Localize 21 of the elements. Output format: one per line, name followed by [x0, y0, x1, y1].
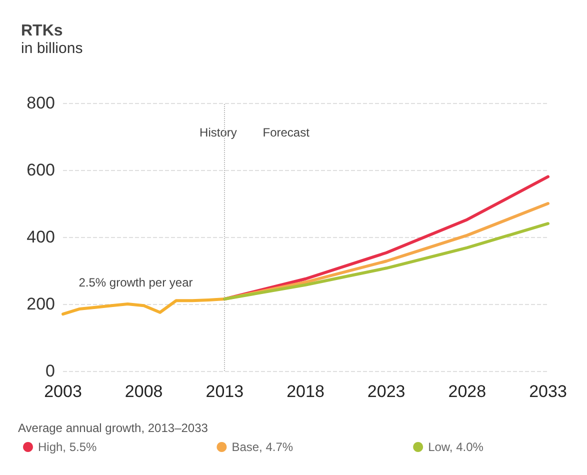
chart-title: RTKs	[21, 22, 63, 40]
x-tick-label: 2018	[286, 382, 324, 401]
x-tick-label: 2008	[124, 382, 163, 401]
y-tick-label: 600	[26, 160, 55, 180]
legend-label: High, 5.5%	[38, 440, 98, 454]
annotation: 2.5% growth per year	[78, 276, 193, 290]
legend-label: Base, 4.7%	[232, 440, 294, 454]
legend-label: Low, 4.0%	[428, 440, 484, 454]
annotation: History	[200, 125, 237, 140]
annotation: Forecast	[262, 125, 310, 140]
y-tick-label: 200	[26, 294, 55, 314]
y-tick-label: 400	[26, 228, 55, 246]
x-tick-label: 2003	[44, 382, 82, 401]
y-tick-label: 0	[46, 362, 55, 380]
legend-title: Average annual growth, 2013–2033	[18, 421, 208, 435]
x-tick-label: 2013	[206, 382, 244, 401]
y-tick-label: 800	[26, 94, 55, 112]
x-tick-label: 2033	[529, 382, 567, 401]
x-tick-label: 2023	[367, 382, 406, 401]
chart-subtitle: in billions	[21, 40, 83, 57]
x-tick-label: 2028	[448, 382, 486, 401]
